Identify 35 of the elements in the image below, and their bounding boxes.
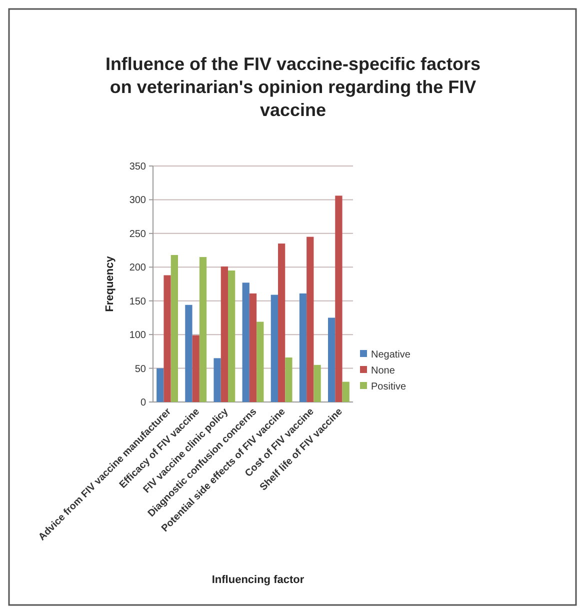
bar	[328, 318, 336, 402]
bar	[306, 236, 314, 402]
bar	[314, 364, 321, 402]
bar	[199, 257, 207, 402]
legend-label: None	[371, 366, 396, 376]
y-tick-label: 200	[129, 262, 146, 274]
legend-label: Negative	[371, 350, 411, 360]
bar	[270, 294, 278, 402]
y-tick-label: 250	[129, 228, 146, 240]
bar	[256, 322, 264, 402]
bar	[164, 275, 171, 402]
y-tick-label: 350	[129, 162, 146, 172]
bar	[242, 282, 250, 402]
bar	[342, 382, 350, 402]
bar	[278, 244, 286, 402]
legend-label: Positive	[371, 382, 406, 392]
bar	[170, 255, 178, 402]
bar	[214, 358, 221, 402]
y-tick-label: 150	[129, 296, 146, 308]
y-tick-label: 300	[129, 195, 146, 206]
chart-title: Influence of the FIV vaccine-specific factors on veterinarian's opinion regarding the FIV vaccine	[105, 54, 481, 120]
bar	[285, 357, 292, 402]
bar	[185, 304, 192, 402]
bar	[220, 266, 228, 402]
y-tick-label: 0	[140, 398, 146, 408]
y-tick-label: 100	[129, 330, 146, 342]
bar	[335, 196, 342, 402]
y-tick-label: 50	[134, 364, 146, 375]
bar	[192, 335, 200, 402]
x-axis-title: Influencing factor	[212, 574, 305, 586]
bar	[156, 368, 164, 402]
bar	[249, 293, 257, 402]
y-axis-title: Frequency	[104, 255, 116, 312]
bar	[299, 293, 307, 402]
bar	[228, 270, 236, 402]
